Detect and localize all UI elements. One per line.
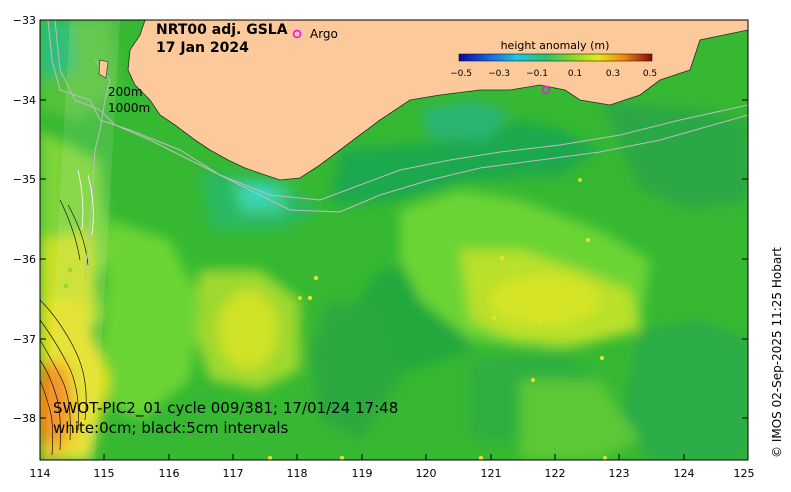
depth-label-1000m: 1000m (108, 101, 150, 115)
latitude-labels: −33 −34 −35 −36 −37 −38 (13, 14, 36, 425)
map-date: 17 Jan 2024 (156, 40, 249, 56)
swot-white-contours (77, 169, 94, 236)
lon-label: 118 (287, 467, 308, 480)
lon-label: 116 (159, 467, 180, 480)
swot-black-contours (40, 199, 89, 456)
axis-ticks (39, 19, 749, 460)
swot-contour-note: white:0cm; black:5cm intervals (53, 419, 289, 437)
track-dot (603, 456, 607, 460)
colorbar-label: −0.5 (450, 69, 472, 79)
colorbar: height anomaly (m) −0.5 −0.3 −0.1 0.1 0.… (450, 39, 657, 79)
map-title: NRT00 adj. GSLA (156, 22, 288, 38)
argo-legend-label: Argo (310, 27, 338, 41)
longitude-labels: 114 115 116 117 118 119 120 121 122 123 … (30, 467, 755, 480)
lon-label: 117 (223, 467, 244, 480)
track-dot (531, 378, 535, 382)
lon-label: 115 (94, 467, 115, 480)
track-dot (339, 455, 345, 460)
lon-label: 122 (545, 467, 566, 480)
track-dot (298, 296, 302, 300)
colorbar-label: 0.3 (606, 69, 620, 79)
track-dot (538, 318, 542, 322)
anomaly-field (40, 20, 748, 460)
track-dot (63, 283, 69, 289)
lon-label: 123 (609, 467, 630, 480)
lon-label: 124 (674, 467, 695, 480)
track-dot (600, 356, 604, 360)
plot-frame (39, 19, 749, 461)
depth-label-200m: 200m (108, 85, 143, 99)
track-dot (67, 267, 73, 273)
argo-floats (541, 85, 551, 95)
track-dot (267, 455, 273, 460)
colorbar-label: 0.5 (643, 69, 657, 79)
map-plot-area (40, 20, 748, 460)
track-dot (578, 178, 582, 182)
lon-label: 125 (734, 467, 755, 480)
colorbar-gradient (458, 53, 653, 62)
track-dot (313, 275, 319, 281)
track-dot (499, 255, 505, 261)
lat-label: −34 (13, 94, 36, 107)
lon-label: 120 (416, 467, 437, 480)
swot-caption: SWOT-PIC2_01 cycle 009/381; 17/01/24 17:… (53, 399, 398, 418)
lat-label: −36 (13, 253, 36, 266)
track-dot (478, 455, 484, 460)
colorbar-label: −0.1 (526, 69, 548, 79)
track-dot (307, 295, 313, 301)
lat-label: −38 (13, 412, 36, 425)
argo-legend-icon (292, 29, 302, 39)
lon-label: 121 (481, 467, 502, 480)
argo-float-marker (541, 85, 551, 95)
colorbar-label: −0.3 (488, 69, 510, 79)
colorbar-title: height anomaly (m) (501, 39, 610, 52)
track-dot (586, 238, 590, 242)
lat-label: −33 (13, 14, 36, 27)
lat-label: −37 (13, 333, 36, 346)
credit-text: © IMOS 02-Sep-2025 11:25 Hobart (770, 247, 784, 458)
track-dot (492, 316, 496, 320)
lon-label: 114 (30, 467, 51, 480)
swot-swath (45, 20, 120, 460)
lat-label: −35 (13, 173, 36, 186)
colorbar-label: 0.1 (568, 69, 582, 79)
island (98, 59, 109, 79)
bathymetry-contours (47, 20, 748, 281)
lon-label: 119 (352, 467, 373, 480)
track-markers (63, 178, 607, 460)
